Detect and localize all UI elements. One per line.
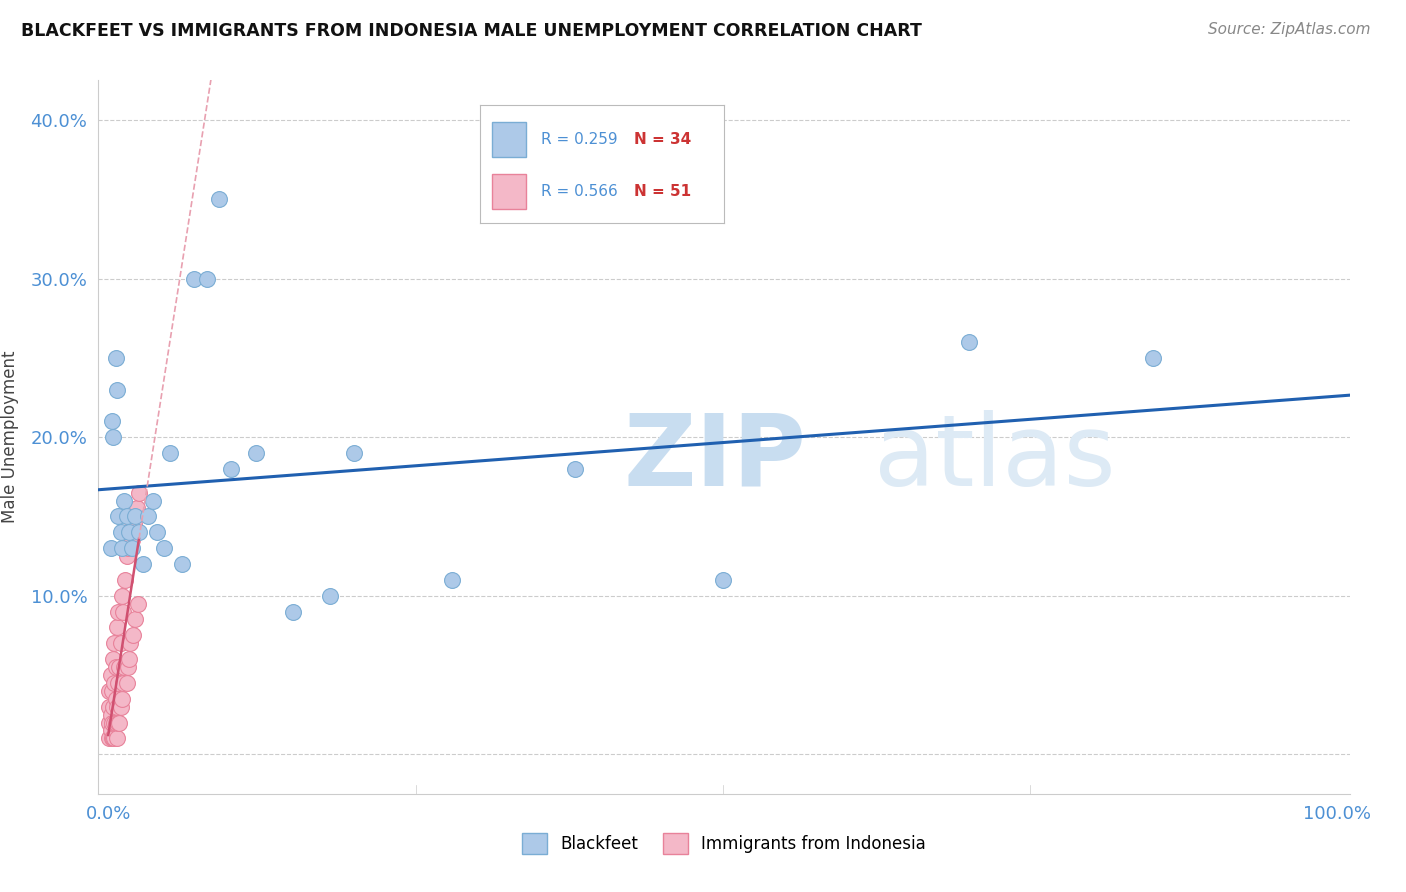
Point	[101, 652, 124, 666]
Point	[118, 525, 141, 540]
Point	[107, 509, 129, 524]
Point	[101, 414, 124, 428]
Point	[115, 509, 138, 524]
Point	[110, 525, 132, 540]
Point	[105, 731, 128, 746]
Point	[103, 715, 125, 730]
Point	[100, 723, 122, 738]
Point	[104, 351, 127, 365]
Point	[111, 541, 134, 555]
Point	[124, 509, 146, 524]
Point	[104, 660, 127, 674]
Point	[100, 707, 122, 722]
Point	[101, 731, 124, 746]
Point	[121, 533, 143, 548]
Point	[110, 699, 132, 714]
Point	[121, 628, 143, 642]
Point	[100, 541, 122, 555]
Point	[281, 605, 304, 619]
Text: N = 51: N = 51	[634, 184, 690, 199]
Point	[107, 676, 129, 690]
Point	[101, 683, 124, 698]
Point	[111, 676, 134, 690]
Point	[957, 334, 980, 349]
Point	[124, 612, 146, 626]
Point	[183, 271, 205, 285]
Text: atlas: atlas	[875, 410, 1116, 507]
Point	[127, 597, 149, 611]
Point	[152, 541, 174, 555]
Point	[104, 715, 127, 730]
Point	[101, 731, 124, 746]
Text: N = 34: N = 34	[634, 132, 692, 147]
Legend: Blackfeet, Immigrants from Indonesia: Blackfeet, Immigrants from Indonesia	[515, 827, 934, 861]
Text: R = 0.259: R = 0.259	[541, 132, 617, 147]
Point	[146, 525, 169, 540]
Text: ZIP: ZIP	[624, 410, 807, 507]
Point	[219, 462, 242, 476]
Point	[159, 446, 181, 460]
Point	[98, 683, 121, 698]
Point	[97, 715, 120, 730]
Point	[107, 605, 129, 619]
Point	[101, 715, 124, 730]
Point	[118, 509, 141, 524]
Point	[104, 691, 127, 706]
Point	[711, 573, 734, 587]
Point	[105, 383, 128, 397]
Point	[117, 660, 139, 674]
Point	[136, 509, 159, 524]
Point	[98, 731, 121, 746]
Point	[170, 557, 193, 571]
Point	[107, 715, 129, 730]
Point	[128, 525, 150, 540]
Point	[108, 715, 131, 730]
Text: R = 0.566: R = 0.566	[541, 184, 617, 199]
Point	[131, 557, 153, 571]
Y-axis label: Male Unemployment: Male Unemployment	[1, 351, 20, 524]
Point	[141, 493, 163, 508]
Point	[115, 525, 138, 540]
Point	[111, 605, 134, 619]
Point	[441, 573, 464, 587]
FancyBboxPatch shape	[492, 174, 526, 209]
Point	[125, 501, 148, 516]
Point	[118, 652, 141, 666]
Point	[114, 573, 136, 587]
Point	[1142, 351, 1164, 365]
Point	[100, 668, 122, 682]
Point	[108, 660, 131, 674]
FancyBboxPatch shape	[492, 121, 526, 157]
Text: BLACKFEET VS IMMIGRANTS FROM INDONESIA MALE UNEMPLOYMENT CORRELATION CHART: BLACKFEET VS IMMIGRANTS FROM INDONESIA M…	[21, 22, 922, 40]
Point	[245, 446, 267, 460]
Point	[112, 493, 135, 508]
Point	[122, 517, 145, 532]
Point	[195, 271, 218, 285]
Point	[110, 636, 132, 650]
Point	[115, 676, 138, 690]
Point	[101, 430, 124, 444]
Point	[105, 620, 128, 634]
Point	[111, 589, 134, 603]
Point	[120, 636, 142, 650]
Point	[117, 541, 139, 555]
Point	[115, 549, 138, 563]
Point	[111, 691, 134, 706]
Point	[208, 192, 231, 206]
Point	[128, 485, 150, 500]
Point	[343, 446, 366, 460]
Point	[98, 699, 121, 714]
Point	[318, 589, 340, 603]
Point	[112, 660, 135, 674]
Point	[103, 636, 125, 650]
Point	[103, 731, 125, 746]
Point	[564, 462, 586, 476]
Text: Source: ZipAtlas.com: Source: ZipAtlas.com	[1208, 22, 1371, 37]
Point	[121, 541, 143, 555]
Point	[105, 699, 128, 714]
Point	[103, 676, 125, 690]
Point	[101, 699, 124, 714]
